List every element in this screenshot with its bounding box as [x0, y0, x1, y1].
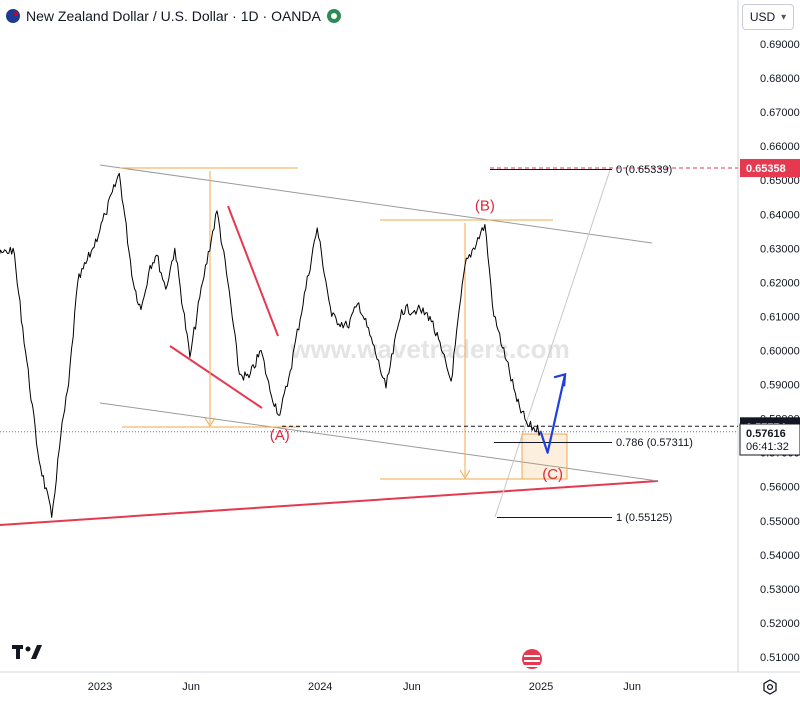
wedge-line-upper[interactable] [227, 205, 279, 337]
arrowhead-a-icon [204, 417, 216, 427]
y-tick-label: 0.65000 [760, 175, 800, 187]
y-tick-label: 0.54000 [760, 550, 800, 562]
currency-label: USD [749, 10, 776, 24]
settings-gear-icon[interactable] [762, 679, 778, 695]
upper-channel-line[interactable] [99, 164, 653, 244]
market-open-icon [326, 9, 341, 23]
y-tick-label: 0.67000 [760, 107, 800, 119]
y-tick-label: 0.52000 [760, 618, 800, 630]
chart-header: New Zealand Dollar / U.S. Dollar · 1D · … [6, 6, 341, 26]
projection-arrowhead-icon [553, 372, 567, 387]
x-tick-label: Jun [403, 681, 421, 693]
fib-trend-line[interactable] [494, 166, 612, 518]
countdown-text: 06:41:32 [746, 441, 789, 453]
x-tick-label: Jun [182, 681, 200, 693]
wedge-line-lower[interactable] [169, 345, 263, 409]
last-price-text: 0.57616 [746, 428, 786, 440]
y-tick-label: 0.62000 [760, 277, 800, 289]
x-tick-label: Jun [623, 681, 641, 693]
y-tick-label: 0.56000 [760, 482, 800, 494]
resistance-price-text: 0.65358 [746, 163, 786, 175]
symbol-title: New Zealand Dollar / U.S. Dollar · 1D · … [26, 8, 321, 24]
y-tick-label: 0.51000 [760, 652, 800, 664]
x-tick-label: 2025 [529, 681, 553, 693]
fib-label: 1 (0.55125) [616, 512, 672, 524]
currency-selector[interactable]: USD ▾ [742, 4, 794, 30]
y-tick-label: 0.55000 [760, 516, 800, 528]
wave-label: (C) [542, 466, 563, 483]
wave-label: (A) [270, 427, 290, 444]
lower-channel-line[interactable] [99, 402, 659, 482]
fib-label: 0 (0.65339) [616, 164, 672, 176]
y-tick-label: 0.60000 [760, 346, 800, 358]
price-series-line[interactable] [0, 27, 541, 518]
y-tick-label: 0.68000 [760, 73, 800, 85]
y-tick-label: 0.66000 [760, 141, 800, 153]
tradingview-logo-icon [12, 645, 42, 659]
resistance-price-badge [740, 159, 800, 178]
y-tick-label: 0.64000 [760, 209, 800, 221]
x-tick-label: 2024 [308, 681, 332, 693]
wave-label: (B) [475, 197, 495, 214]
y-tick-label: 0.53000 [760, 584, 800, 596]
watermark-text: www.wavetraders.com [289, 334, 569, 364]
x-tick-label: 2023 [88, 681, 112, 693]
fib-label: 0.786 (0.57311) [616, 437, 693, 449]
projection-path[interactable] [539, 374, 567, 454]
y-tick-label: 0.69000 [760, 39, 800, 51]
last-price-badge [739, 423, 800, 456]
arrowhead-b-icon [459, 469, 471, 479]
y-tick-label: 0.63000 [760, 243, 800, 255]
support-trendline[interactable] [0, 480, 659, 526]
us-event-flag-icon[interactable] [522, 649, 542, 669]
nzd-flag-icon [6, 9, 20, 23]
chevron-down-icon: ▾ [781, 11, 787, 23]
y-tick-label: 0.59000 [760, 380, 800, 392]
y-tick-label: 0.61000 [760, 311, 800, 323]
